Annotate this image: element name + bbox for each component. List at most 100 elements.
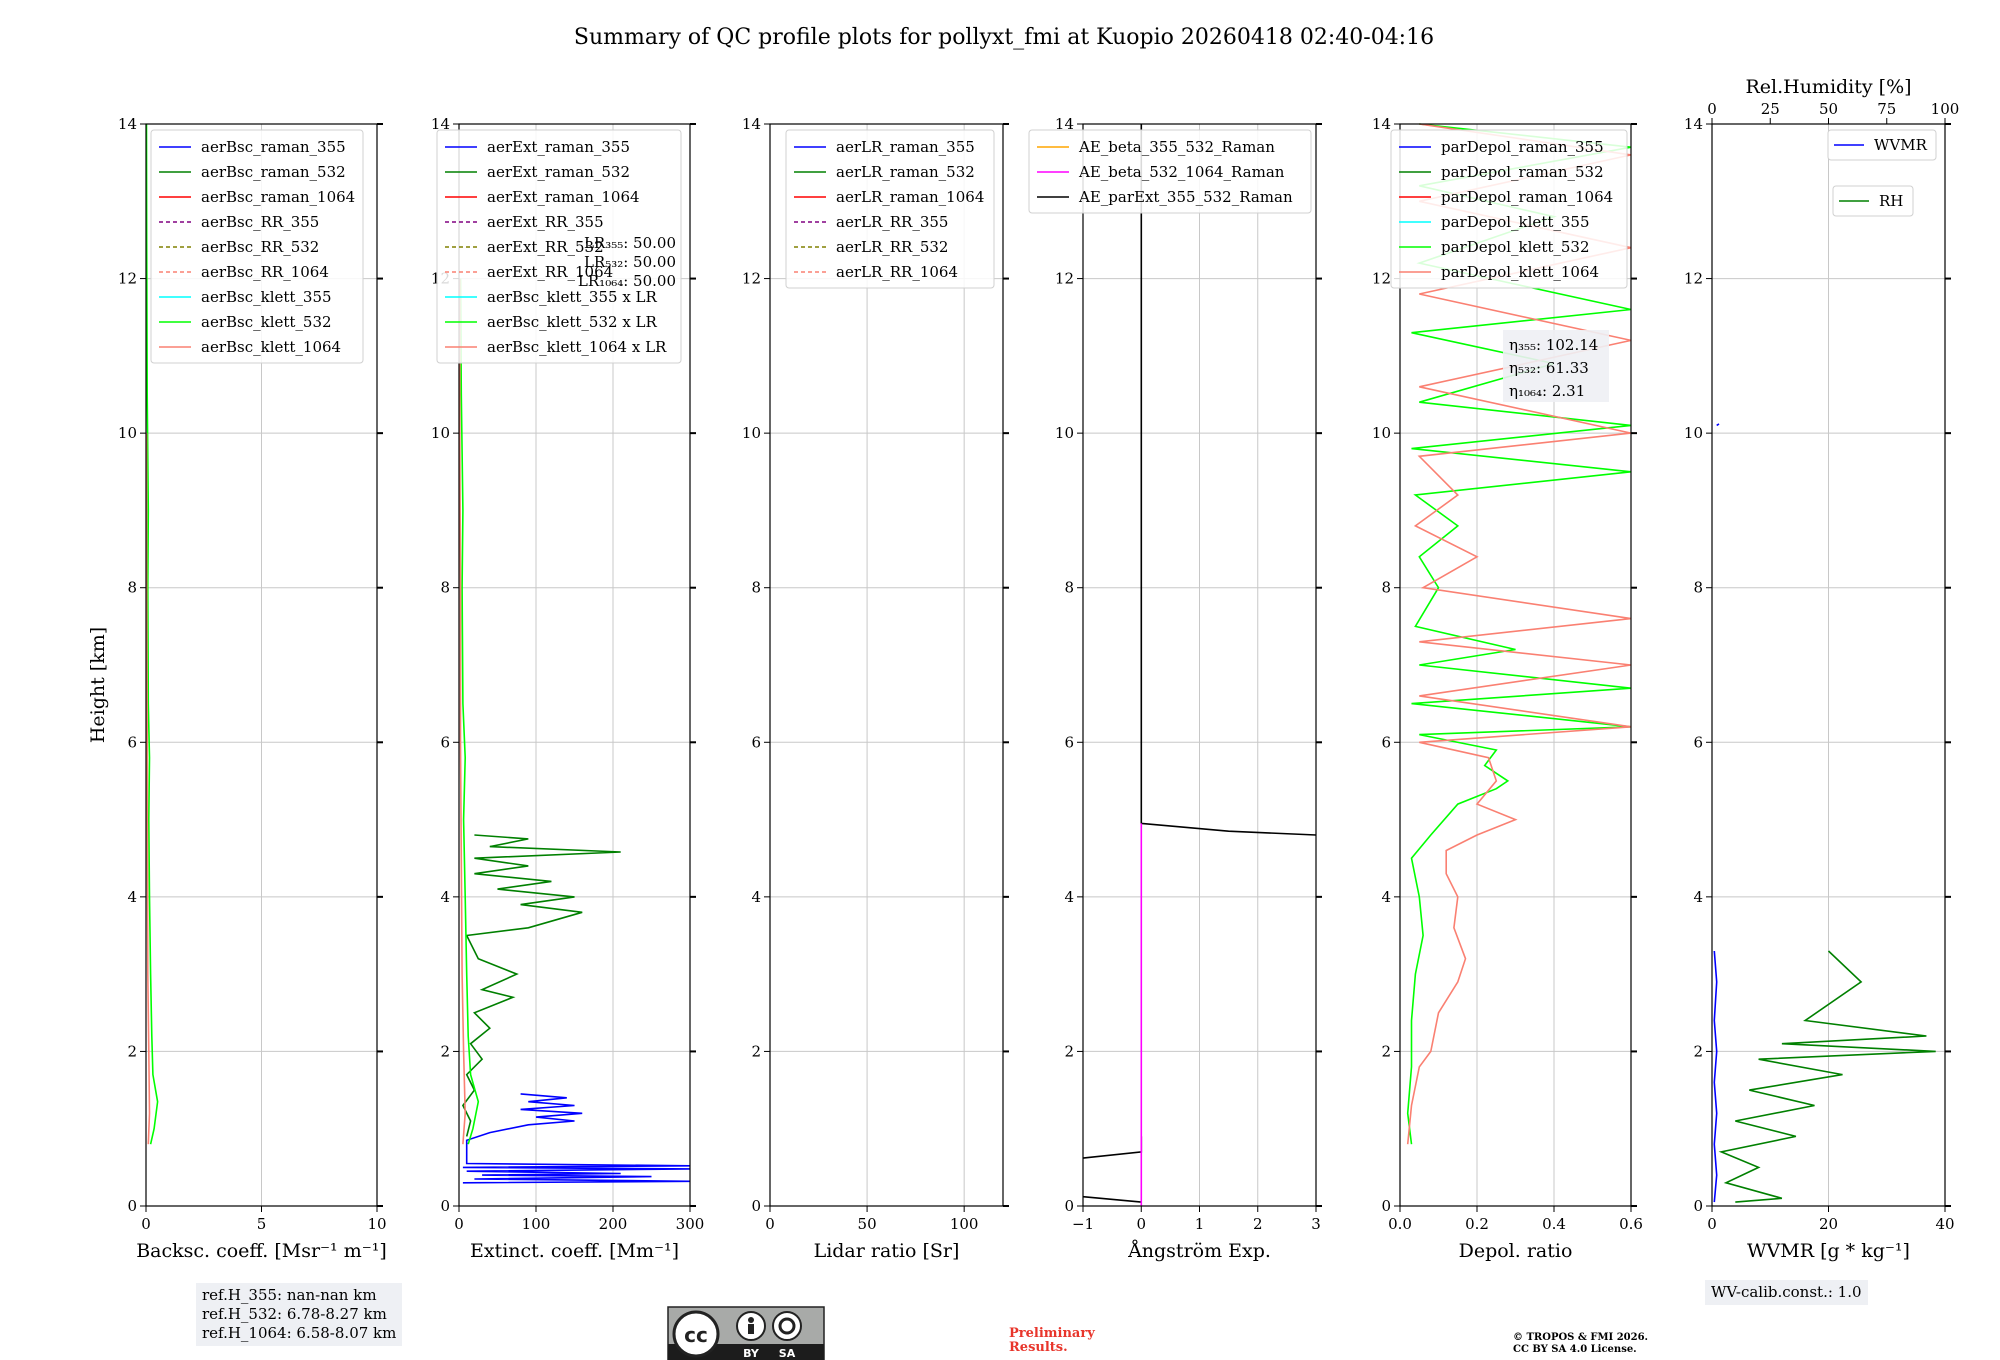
top-x-tick-label: 0 <box>1707 100 1717 118</box>
y-tick-label: 12 <box>1684 270 1703 288</box>
y-tick-label: 12 <box>118 270 137 288</box>
legend-label: AE_beta_355_532_Raman <box>1078 138 1275 156</box>
y-tick-label: 0 <box>1693 1197 1703 1215</box>
x-axis-label: Ångström Exp. <box>1127 1240 1271 1262</box>
x-tick-label: 1 <box>1195 1215 1205 1233</box>
y-tick-label: 6 <box>751 733 761 751</box>
y-tick-label: 10 <box>742 424 761 442</box>
legend-label: aerBsc_klett_1064 <box>201 338 341 356</box>
legend-label: aerLR_raman_355 <box>836 138 975 156</box>
y-tick-label: 2 <box>127 1042 137 1060</box>
axes-frame <box>458 123 691 1207</box>
legend-label: aerExt_RR_1064 <box>487 263 613 281</box>
legend-label: aerLR_raman_532 <box>836 163 975 181</box>
sa-icon-arrow <box>778 1317 796 1335</box>
legend-label: aerBsc_RR_1064 <box>201 263 329 281</box>
legend-box <box>1827 129 1937 161</box>
cc-text: cc <box>684 1323 708 1347</box>
legend-label: aerExt_RR_532 <box>487 238 604 256</box>
copyright-note: © TROPOS & FMI 2026. CC BY SA 4.0 Licens… <box>1513 1332 1648 1356</box>
by-text: BY <box>743 1347 760 1360</box>
y-tick-label: 0 <box>1381 1197 1391 1215</box>
ref-height-532: ref.H_532: 6.78-8.27 km <box>202 1305 387 1323</box>
legend-label: parDepol_klett_355 <box>1441 213 1590 231</box>
y-tick-label: 8 <box>1693 579 1703 597</box>
y-tick-label: 12 <box>1055 270 1074 288</box>
x-tick-label: 40 <box>1935 1215 1954 1233</box>
y-tick-label: 12 <box>742 270 761 288</box>
legend-label: aerExt_raman_1064 <box>487 188 640 206</box>
legend-label: parDepol_klett_1064 <box>1441 263 1599 281</box>
series-line-AE_parExt_355_532_Raman <box>1140 124 1317 836</box>
eta-box <box>1503 330 1609 402</box>
y-tick-label: 8 <box>1381 579 1391 597</box>
x-axis-label: Lidar ratio [Sr] <box>814 1240 960 1262</box>
legend-label: aerBsc_RR_355 <box>201 213 319 231</box>
legend-label: aerExt_raman_355 <box>487 138 630 156</box>
y-tick-label: 12 <box>1372 270 1391 288</box>
series-line-WVMR <box>1713 950 1718 1203</box>
y-tick-label: 4 <box>1381 888 1391 906</box>
y-tick-label: 4 <box>1064 888 1074 906</box>
legend-label: aerLR_RR_1064 <box>836 263 958 281</box>
x-tick-label: 50 <box>858 1215 877 1233</box>
legend-label: aerBsc_klett_532 <box>201 313 332 331</box>
x-tick-label: 100 <box>950 1215 979 1233</box>
axes-frame <box>1399 123 1632 1207</box>
y-tick-label: 0 <box>751 1197 761 1215</box>
legend-box <box>436 129 682 364</box>
legend-label: aerLR_RR_532 <box>836 238 948 256</box>
preliminary-note: Preliminary Results. <box>1009 1327 1095 1355</box>
lidar-ratio-note: LR₅₃₂: 50.00 <box>584 253 676 271</box>
cc-license-logo: cc BY SA <box>667 1306 825 1360</box>
legend-box <box>150 129 364 364</box>
y-tick-label: 4 <box>1693 888 1703 906</box>
y-tick-label: 4 <box>127 888 137 906</box>
sa-icon <box>772 1311 802 1341</box>
y-tick-label: 0 <box>127 1197 137 1215</box>
y-tick-label: 4 <box>751 888 761 906</box>
sa-text: SA <box>779 1347 796 1360</box>
x-tick-label: 0 <box>141 1215 151 1233</box>
x-tick-label: 0.2 <box>1465 1215 1489 1233</box>
x-tick-label: 300 <box>676 1215 705 1233</box>
legend-label: WVMR <box>1874 136 1928 154</box>
x-tick-label: −1 <box>1072 1215 1094 1233</box>
eta-value: η₁₀₆₄: 2.31 <box>1509 382 1585 400</box>
x-axis-label: Depol. ratio <box>1459 1240 1573 1262</box>
legend-label: aerLR_RR_355 <box>836 213 948 231</box>
y-tick-label: 10 <box>1055 424 1074 442</box>
top-x-tick-label: 75 <box>1877 100 1896 118</box>
x-axis-label: WVMR [g * kg⁻¹] <box>1747 1240 1910 1262</box>
reference-height-box: ref.H_355: nan-nan km ref.H_532: 6.78-8.… <box>196 1283 403 1346</box>
legend-label: aerBsc_RR_532 <box>201 238 319 256</box>
y-tick-label: 8 <box>1064 579 1074 597</box>
y-tick-label: 2 <box>751 1042 761 1060</box>
ref-height-1064: ref.H_1064: 6.58-8.07 km <box>202 1324 397 1342</box>
y-tick-label: 6 <box>1381 733 1391 751</box>
series-line-aerExt_raman_355 <box>462 1093 691 1184</box>
legend-label: aerBsc_klett_355 <box>201 288 332 306</box>
y-tick-label: 2 <box>440 1042 450 1060</box>
legend-label: parDepol_raman_1064 <box>1441 188 1613 206</box>
legend-box <box>1390 129 1628 289</box>
series-line-aerBsc_klett_532 x LR <box>459 278 480 1145</box>
y-tick-label: 6 <box>127 733 137 751</box>
y-tick-label: 10 <box>431 424 450 442</box>
legend-label: aerExt_RR_355 <box>487 213 604 231</box>
y-tick-label: 14 <box>118 115 137 133</box>
y-tick-label: 6 <box>1064 733 1074 751</box>
panel-extinction: 024681012140100200300Extinct. coeff. [Mm… <box>431 115 704 1262</box>
by-icon-body <box>748 1324 754 1334</box>
legend-label: aerBsc_raman_532 <box>201 163 346 181</box>
series-line-RH <box>1718 950 1936 1203</box>
x-tick-label: 3 <box>1311 1215 1321 1233</box>
series-line-parDepol_klett_532 <box>1406 123 1632 1145</box>
legend-label: AE_parExt_355_532_Raman <box>1078 188 1293 206</box>
y-axis-label: Height [km] <box>87 627 109 743</box>
legend-label: aerLR_raman_1064 <box>836 188 984 206</box>
legend-box <box>1028 129 1312 214</box>
legend-label: aerBsc_klett_532 x LR <box>487 313 658 331</box>
y-tick-label: 8 <box>751 579 761 597</box>
